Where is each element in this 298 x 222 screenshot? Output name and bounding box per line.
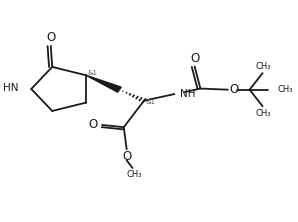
Text: CH₃: CH₃ (126, 170, 142, 179)
Text: O: O (88, 119, 97, 131)
Text: CH₃: CH₃ (278, 85, 293, 94)
Text: &1: &1 (145, 99, 155, 105)
Text: NH: NH (180, 89, 195, 99)
Text: O: O (46, 31, 55, 44)
Text: &1: &1 (88, 70, 97, 76)
Text: O: O (122, 150, 131, 163)
Text: HN: HN (3, 83, 18, 93)
Text: CH₃: CH₃ (255, 61, 271, 71)
Text: CH₃: CH₃ (255, 109, 271, 118)
Text: O: O (190, 52, 199, 65)
Polygon shape (86, 75, 121, 92)
Text: O: O (230, 83, 239, 96)
